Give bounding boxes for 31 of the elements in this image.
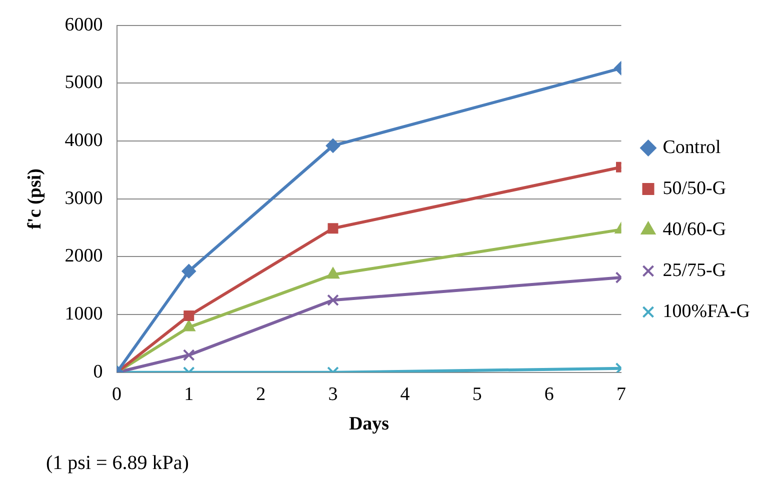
point (326, 138, 340, 153)
x-tick-label: 1 (184, 384, 194, 405)
point (184, 310, 194, 321)
y-tick-label: 1000 (64, 304, 103, 325)
point (182, 264, 196, 278)
y-tick-label: 5000 (64, 72, 103, 94)
text: (1 psi = 6.89 kPa) (46, 452, 189, 475)
y-tick-label: 0 (93, 361, 103, 382)
legend-label: 25/75-G (662, 260, 726, 281)
x-tick-label: 2 (256, 384, 266, 405)
x-tick-label: 7 (616, 384, 626, 405)
point (328, 223, 338, 234)
x-axis-title: Days (348, 414, 390, 435)
legend-label: Control (662, 136, 721, 158)
y-tick-label: 6000 (64, 14, 103, 36)
y-tick-label: 2000 (64, 246, 103, 267)
x-tick-label: 4 (400, 384, 410, 405)
x-tick-label: 0 (112, 384, 122, 405)
y-axis-title: f'c (psi) (24, 168, 46, 230)
x-tick-label: 3 (328, 384, 338, 405)
point (327, 294, 339, 306)
y-tick-label: 3000 (64, 188, 103, 209)
point (326, 268, 340, 279)
point (182, 349, 195, 361)
y-tick-label: 4000 (64, 130, 103, 152)
legend-label: 100%FA-G (662, 300, 750, 322)
x-tick-label: 5 (472, 384, 482, 405)
legend-label: 50/50-G (662, 178, 726, 199)
x-tick-label: 6 (544, 384, 554, 405)
legend-label: 40/60-G (662, 218, 726, 240)
point (182, 320, 196, 332)
